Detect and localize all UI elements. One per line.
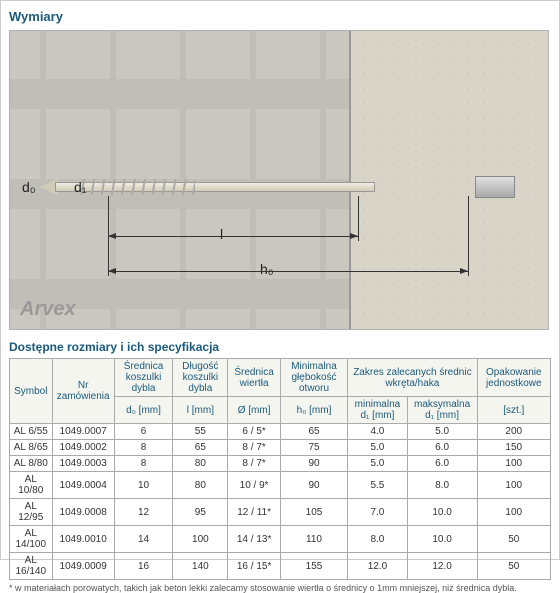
table-cell: 8 / 7* bbox=[228, 456, 280, 472]
table-cell: 100 bbox=[477, 472, 550, 499]
table-cell: 14 / 13* bbox=[228, 526, 280, 553]
dim-label-d1: d₁ bbox=[74, 179, 87, 195]
dim-label-h0: h₀ bbox=[260, 261, 274, 277]
table-cell: 50 bbox=[477, 526, 550, 553]
table-cell: 6.0 bbox=[407, 456, 477, 472]
table-cell: AL 12/95 bbox=[10, 499, 53, 526]
table-cell: 5.0 bbox=[407, 424, 477, 440]
table-cell: 1049.0007 bbox=[52, 424, 114, 440]
table-cell: 1049.0008 bbox=[52, 499, 114, 526]
table-row: AL 8/801049.00038808 / 7*905.06.0100 bbox=[10, 456, 551, 472]
table-cell: 140 bbox=[173, 553, 228, 580]
footnote: * w materiałach porowatych, takich jak b… bbox=[9, 583, 551, 593]
col-la: Długość koszulki dybla bbox=[173, 359, 228, 397]
table-cell: AL 8/80 bbox=[10, 456, 53, 472]
table-cell: 55 bbox=[173, 424, 228, 440]
table-cell: 200 bbox=[477, 424, 550, 440]
col-diaa: Średnica wiertła bbox=[228, 359, 280, 397]
col-h0a: Minimalna głębokość otworu bbox=[280, 359, 347, 397]
table-cell: 5.5 bbox=[348, 472, 407, 499]
table-cell: AL 6/55 bbox=[10, 424, 53, 440]
table-cell: 50 bbox=[477, 553, 550, 580]
table-cell: 80 bbox=[173, 456, 228, 472]
table-cell: 75 bbox=[280, 440, 347, 456]
col-range: Zakres zalecanych średnic wkręta/haka bbox=[348, 359, 477, 397]
spec-table: Symbol Nr zamówienia Średnica koszulki d… bbox=[9, 358, 551, 580]
table-cell: 10 / 9* bbox=[228, 472, 280, 499]
table-cell: 7.0 bbox=[348, 499, 407, 526]
col-packa: Opakowanie jednostkowe bbox=[477, 359, 550, 397]
col-nr: Nr zamówienia bbox=[52, 359, 114, 424]
table-row: AL 16/1401049.00091614016 / 15*15512.012… bbox=[10, 553, 551, 580]
table-cell: 105 bbox=[280, 499, 347, 526]
table-cell: 90 bbox=[280, 456, 347, 472]
table-cell: AL 8/65 bbox=[10, 440, 53, 456]
table-cell: 12 bbox=[114, 499, 172, 526]
table-row: AL 12/951049.0008129512 / 11*1057.010.01… bbox=[10, 499, 551, 526]
table-cell: 14 bbox=[114, 526, 172, 553]
table-cell: 10.0 bbox=[407, 526, 477, 553]
col-packb: [szt.] bbox=[477, 397, 550, 424]
table-row: AL 8/651049.00028658 / 7*755.06.0150 bbox=[10, 440, 551, 456]
col-lb: l [mm] bbox=[173, 397, 228, 424]
col-d1min: minimalna d₁ [mm] bbox=[348, 397, 407, 424]
table-cell: 6 bbox=[114, 424, 172, 440]
col-diab: Ø [mm] bbox=[228, 397, 280, 424]
table-cell: 5.0 bbox=[348, 440, 407, 456]
table-cell: 10.0 bbox=[407, 499, 477, 526]
table-cell: 10 bbox=[114, 472, 172, 499]
table-cell: AL 16/140 bbox=[10, 553, 53, 580]
table-cell: 90 bbox=[280, 472, 347, 499]
table-cell: 80 bbox=[173, 472, 228, 499]
brand-watermark: Arvex bbox=[20, 298, 76, 321]
table-cell: 100 bbox=[173, 526, 228, 553]
col-d0b: d₀ [mm] bbox=[114, 397, 172, 424]
table-cell: 12.0 bbox=[407, 553, 477, 580]
table-title: Dostępne rozmiary i ich specyfikacja bbox=[9, 340, 551, 354]
table-cell: 8 bbox=[114, 440, 172, 456]
page-title: Wymiary bbox=[9, 9, 551, 24]
table-cell: 1049.0004 bbox=[52, 472, 114, 499]
table-row: AL 10/801049.0004108010 / 9*905.58.0100 bbox=[10, 472, 551, 499]
table-cell: 65 bbox=[280, 424, 347, 440]
table-cell: 8 / 7* bbox=[228, 440, 280, 456]
table-cell: 1049.0002 bbox=[52, 440, 114, 456]
table-cell: 4.0 bbox=[348, 424, 407, 440]
table-cell: 8.0 bbox=[348, 526, 407, 553]
anchor-illustration bbox=[55, 176, 515, 198]
table-cell: 95 bbox=[173, 499, 228, 526]
col-d0a: Średnica koszulki dybla bbox=[114, 359, 172, 397]
col-symbol: Symbol bbox=[10, 359, 53, 424]
table-cell: 1049.0003 bbox=[52, 456, 114, 472]
table-row: AL 6/551049.00076556 / 5*654.05.0200 bbox=[10, 424, 551, 440]
table-cell: 5.0 bbox=[348, 456, 407, 472]
table-cell: 1049.0010 bbox=[52, 526, 114, 553]
table-cell: AL 10/80 bbox=[10, 472, 53, 499]
dim-label-l: l bbox=[220, 226, 223, 242]
table-cell: 16 bbox=[114, 553, 172, 580]
table-cell: 65 bbox=[173, 440, 228, 456]
table-cell: 12 / 11* bbox=[228, 499, 280, 526]
table-cell: 1049.0009 bbox=[52, 553, 114, 580]
table-cell: 155 bbox=[280, 553, 347, 580]
table-cell: 8 bbox=[114, 456, 172, 472]
dim-label-d0: d₀ bbox=[22, 179, 36, 195]
table-cell: 150 bbox=[477, 440, 550, 456]
table-cell: 12.0 bbox=[348, 553, 407, 580]
table-cell: AL 14/100 bbox=[10, 526, 53, 553]
table-cell: 100 bbox=[477, 456, 550, 472]
table-cell: 6.0 bbox=[407, 440, 477, 456]
table-cell: 100 bbox=[477, 499, 550, 526]
table-cell: 8.0 bbox=[407, 472, 477, 499]
col-h0b: h₀ [mm] bbox=[280, 397, 347, 424]
table-cell: 6 / 5* bbox=[228, 424, 280, 440]
table-cell: 16 / 15* bbox=[228, 553, 280, 580]
technical-diagram: d₀ d₁ l h₀ Arvex bbox=[9, 30, 549, 330]
table-row: AL 14/1001049.00101410014 / 13*1108.010.… bbox=[10, 526, 551, 553]
col-d1max: maksymalna d₁ [mm] bbox=[407, 397, 477, 424]
table-cell: 110 bbox=[280, 526, 347, 553]
